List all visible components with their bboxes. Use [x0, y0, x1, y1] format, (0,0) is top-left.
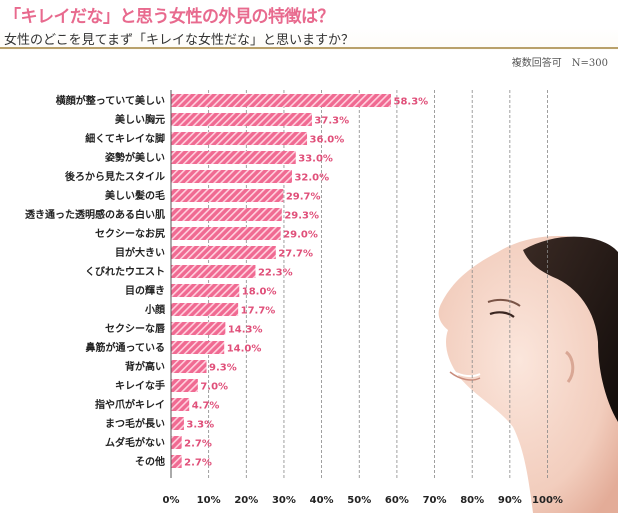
x-tick-label: 60% [385, 495, 409, 506]
x-tick-label: 40% [310, 495, 334, 506]
category-label: くびれたウエスト [85, 265, 165, 278]
bar [171, 303, 239, 316]
value-label: 18.0% [242, 287, 277, 298]
category-label: 姿勢が美しい [105, 151, 165, 164]
category-label: 指や爪がキレイ [95, 398, 165, 411]
value-label: 36.0% [310, 135, 345, 146]
value-label: 17.7% [241, 306, 276, 317]
value-label: 14.3% [228, 325, 263, 336]
x-tick-label: 0% [163, 495, 180, 506]
value-label: 27.7% [278, 249, 313, 260]
x-tick-label: 100% [532, 495, 563, 506]
value-label: 29.3% [284, 211, 319, 222]
value-label: 9.3% [209, 363, 237, 374]
chart-title: 「キレイだな」と思う女性の外見の特徴は？ [4, 7, 335, 27]
bar [171, 132, 308, 145]
category-label: 美しい髪の毛 [105, 189, 165, 202]
bar [171, 208, 282, 221]
sample-note: 複数回答可 N=300 [511, 58, 608, 69]
category-label: キレイな手 [115, 379, 165, 392]
bar [171, 151, 296, 164]
value-label: 4.7% [192, 401, 220, 412]
bar [171, 322, 226, 335]
bar [171, 360, 207, 373]
bar [171, 436, 182, 449]
value-label: 7.0% [200, 382, 228, 393]
x-tick-label: 90% [498, 495, 522, 506]
value-label: 3.3% [186, 420, 214, 431]
value-label: 33.0% [298, 154, 333, 165]
bar [171, 189, 284, 202]
value-label: 2.7% [184, 439, 212, 450]
bar [171, 265, 256, 278]
bar [171, 398, 190, 411]
category-label: ムダ毛がない [105, 436, 165, 449]
category-label: 美しい胸元 [115, 113, 165, 126]
x-tick-label: 20% [234, 495, 258, 506]
chart-subtitle: 女性のどこを見てまず「キレイな女性だな」と思いますか？ [4, 33, 354, 48]
category-label: 小顔 [144, 303, 166, 316]
bar [171, 227, 281, 240]
category-label: まつ毛が長い [105, 417, 165, 430]
x-tick-label: 30% [272, 495, 296, 506]
bar [171, 417, 184, 430]
category-label: 目が大きい [115, 246, 165, 259]
bar [171, 455, 182, 468]
subtitle-rule [0, 47, 618, 49]
value-label: 32.0% [294, 173, 329, 184]
subtitle-band [0, 28, 618, 50]
bar [171, 113, 312, 126]
bar [171, 246, 276, 259]
category-label: セクシーな唇 [105, 323, 166, 335]
value-label: 14.0% [227, 344, 262, 355]
value-label: 58.3% [393, 97, 428, 108]
woman-profile-photo [428, 232, 618, 513]
value-label: 29.7% [286, 192, 321, 203]
x-tick-label: 80% [460, 495, 484, 506]
category-label: 背が高い [125, 360, 165, 373]
value-label: 2.7% [184, 458, 212, 469]
category-label: 透き通った透明感のある白い肌 [25, 208, 165, 221]
x-tick-label: 10% [197, 495, 221, 506]
category-label: 後ろから見たスタイル [65, 170, 165, 183]
value-label: 37.3% [314, 116, 349, 127]
category-label: 目の輝き [125, 284, 165, 297]
bar [171, 94, 391, 107]
bar [171, 170, 292, 183]
x-tick-label: 50% [347, 495, 371, 506]
value-label: 22.3% [258, 268, 293, 279]
category-label: 鼻筋が通っている [86, 341, 166, 354]
category-label: その他 [135, 455, 165, 468]
bar [171, 341, 225, 354]
bar [171, 284, 240, 297]
x-tick-label: 70% [423, 495, 447, 506]
category-label: 細くてキレイな脚 [85, 132, 165, 145]
bar [171, 379, 198, 392]
value-label: 29.0% [283, 230, 318, 241]
category-label: セクシーなお尻 [95, 228, 165, 240]
category-label: 横顔が整っていて美しい [56, 94, 165, 107]
